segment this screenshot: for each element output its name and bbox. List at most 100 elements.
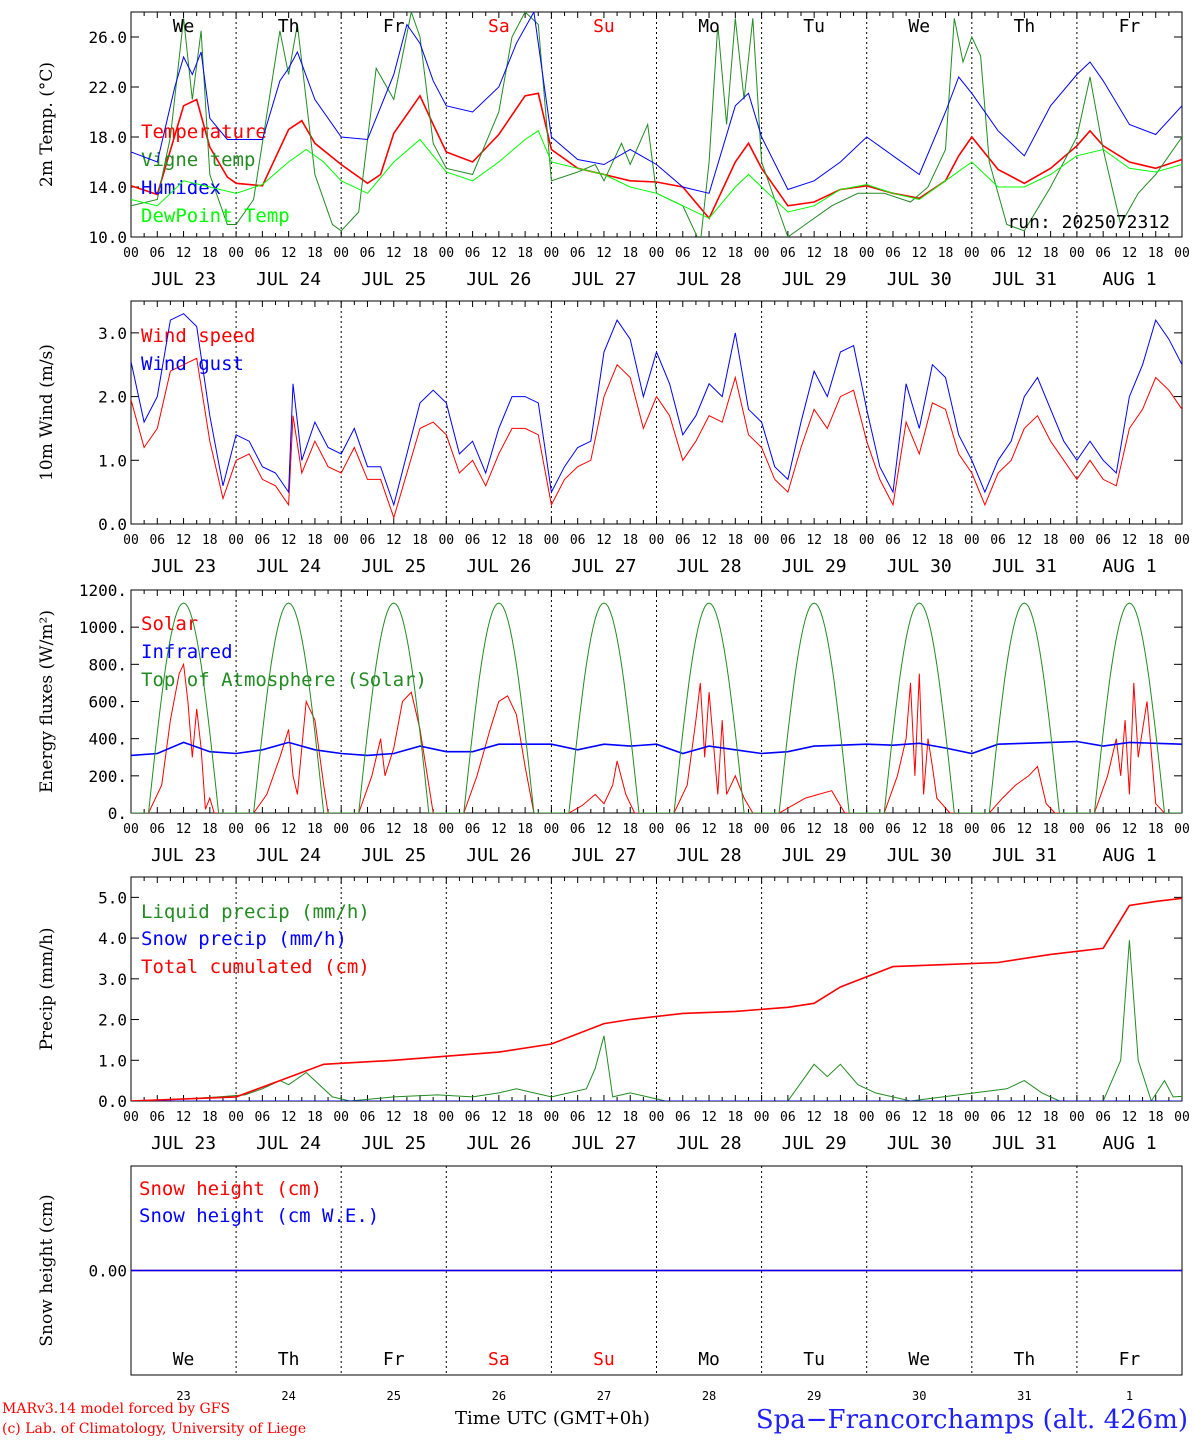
x-hour-label: 12: [281, 246, 297, 261]
x-date-label: AUG 1: [1102, 269, 1156, 290]
x-hour-label: 06: [990, 1110, 1006, 1125]
x-hour-label: 06: [675, 1110, 691, 1125]
x-hour-label: 18: [727, 246, 743, 261]
x-hour-label: 00: [859, 246, 875, 261]
x-hour-label: 06: [675, 822, 691, 837]
y-axis-label: 2m Temp. (°C): [37, 62, 57, 187]
x-hour-label: 12: [491, 1110, 507, 1125]
x-hour-label: 18: [307, 246, 323, 261]
x-hour-label: 18: [938, 533, 954, 548]
x-hour-label: 12: [911, 822, 927, 837]
x-date-label: JUL 25: [361, 1133, 426, 1154]
x-hour-label: 06: [780, 822, 796, 837]
day-number-label: 27: [597, 1389, 611, 1403]
y-tick-label: 18.0: [88, 128, 127, 147]
x-hour-label: 12: [176, 1110, 192, 1125]
weekday-top-label: Fr: [1119, 16, 1141, 37]
x-hour-label: 18: [202, 533, 218, 548]
x-hour-label: 12: [596, 533, 612, 548]
x-hour-label: 00: [964, 1110, 980, 1125]
x-hour-label: 06: [465, 533, 481, 548]
x-hour-label: 12: [1122, 533, 1138, 548]
x-hour-label: 18: [307, 533, 323, 548]
x-hour-label: 06: [885, 1110, 901, 1125]
x-hour-label: 18: [517, 1110, 533, 1125]
x-hour-label: 00: [333, 246, 349, 261]
x-hour-label: 12: [806, 246, 822, 261]
x-hour-label: 06: [780, 1110, 796, 1125]
x-date-label: JUL 31: [992, 1133, 1057, 1154]
x-hour-label: 00: [754, 246, 770, 261]
weekday-top-label: We: [173, 16, 195, 37]
legend-entry: Total cumulated (cm): [141, 956, 370, 978]
legend-entry: Humidex: [141, 177, 221, 199]
x-date-label: AUG 1: [1102, 1133, 1156, 1154]
x-hour-label: 18: [622, 822, 638, 837]
day-number-label: 25: [387, 1389, 401, 1403]
weekday-top-label: Su: [593, 16, 615, 37]
x-hour-label: 06: [465, 822, 481, 837]
x-hour-label: 06: [885, 533, 901, 548]
x-hour-label: 00: [333, 1110, 349, 1125]
series-line-1: [131, 940, 1182, 1101]
legend-entry: Snow height (cm): [139, 1178, 322, 1200]
x-hour-label: 00: [123, 822, 139, 837]
x-date-label: JUL 27: [571, 845, 636, 866]
x-hour-label: 18: [307, 822, 323, 837]
x-hour-label: 18: [622, 1110, 638, 1125]
x-hour-label: 18: [202, 246, 218, 261]
x-hour-label: 06: [1095, 533, 1111, 548]
day-number-label: 30: [912, 1389, 926, 1403]
x-hour-label: 00: [438, 1110, 454, 1125]
x-hour-label: 00: [1069, 1110, 1085, 1125]
x-date-label: JUL 28: [677, 845, 742, 866]
day-number-label: 26: [492, 1389, 506, 1403]
y-tick-label: 0.00: [88, 1262, 127, 1281]
x-hour-label: 06: [990, 822, 1006, 837]
x-hour-label: 18: [833, 1110, 849, 1125]
x-hour-label: 00: [964, 822, 980, 837]
y-tick-label: 0.0: [98, 515, 127, 534]
legend-entry: Solar: [141, 613, 198, 635]
x-hour-label: 00: [333, 822, 349, 837]
day-number-label: 28: [702, 1389, 716, 1403]
x-hour-label: 06: [1095, 822, 1111, 837]
weekday-top-label: Mo: [698, 16, 720, 37]
x-hour-label: 12: [806, 822, 822, 837]
weekday-bottom-label: Th: [278, 1349, 300, 1370]
x-hour-label: 00: [438, 822, 454, 837]
x-hour-label: 00: [544, 822, 560, 837]
y-tick-label: 1.0: [98, 1051, 127, 1070]
x-hour-label: 18: [517, 822, 533, 837]
y-tick-label: 2.0: [98, 1011, 127, 1030]
weekday-top-label: Fr: [383, 16, 405, 37]
x-hour-label: 06: [675, 246, 691, 261]
x-hour-label: 00: [1069, 246, 1085, 261]
x-hour-label: 00: [754, 1110, 770, 1125]
x-hour-label: 00: [1174, 246, 1190, 261]
weekday-bottom-label: Tu: [803, 1349, 825, 1370]
x-hour-label: 06: [675, 533, 691, 548]
series-line-4: [131, 130, 1182, 219]
x-hour-label: 00: [964, 246, 980, 261]
x-hour-label: 06: [255, 246, 271, 261]
x-hour-label: 18: [622, 246, 638, 261]
x-hour-label: 12: [911, 246, 927, 261]
x-hour-label: 18: [727, 533, 743, 548]
x-hour-label: 18: [727, 1110, 743, 1125]
x-hour-label: 18: [412, 533, 428, 548]
x-hour-label: 18: [517, 246, 533, 261]
x-date-label: JUL 23: [151, 1133, 216, 1154]
x-date-label: AUG 1: [1102, 845, 1156, 866]
x-hour-label: 18: [833, 822, 849, 837]
x-hour-label: 12: [386, 246, 402, 261]
x-hour-label: 00: [123, 533, 139, 548]
x-hour-label: 18: [938, 246, 954, 261]
y-tick-label: 1.0: [98, 451, 127, 470]
x-hour-label: 12: [596, 246, 612, 261]
x-hour-label: 12: [1017, 246, 1033, 261]
x-hour-label: 18: [938, 822, 954, 837]
panel-2: 0.0 1.0 2.0 3.0 10m Wind (m/s) 00 06 12 18 00 06 12…: [37, 300, 1190, 577]
x-hour-label: 12: [281, 1110, 297, 1125]
